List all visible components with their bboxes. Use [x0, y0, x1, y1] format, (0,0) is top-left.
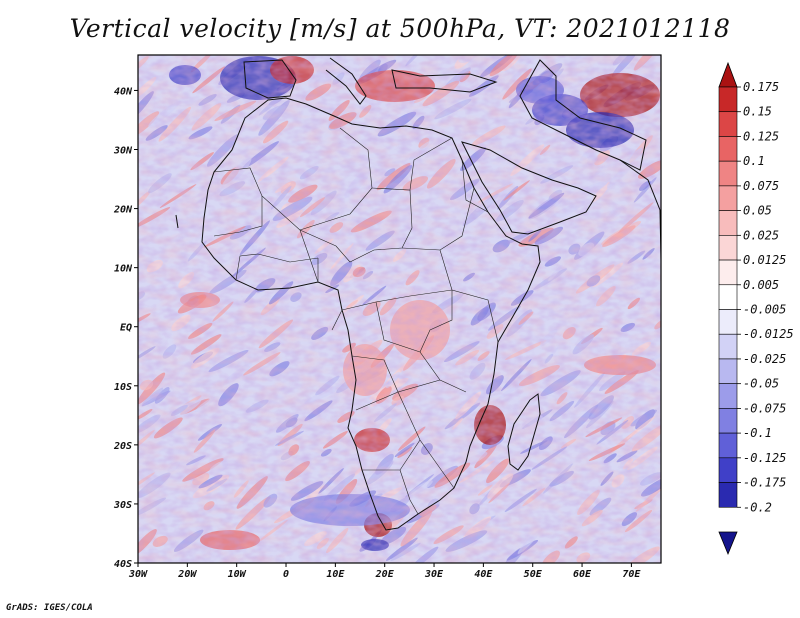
colorbar-label: 0.1: [743, 154, 765, 168]
x-tick-label: 10W: [228, 569, 247, 580]
y-axis: 40N 30N 20N 10N EQ 10S 20S 30S 40S: [113, 86, 138, 570]
y-tick-label: 20N: [113, 205, 133, 216]
colorbar-label: -0.075: [743, 401, 786, 415]
colorbar-swatch: [718, 284, 738, 310]
coastlines: [175, 57, 661, 531]
colorbar-label: -0.025: [743, 352, 786, 366]
colorbar-swatch: [718, 383, 738, 409]
y-tick-label: 40N: [114, 86, 133, 97]
x-tick-label: 20E: [375, 569, 395, 580]
y-tick-label: 40S: [114, 559, 132, 570]
colorbar-label: -0.005: [743, 303, 786, 317]
colorbar-swatch: [718, 482, 738, 508]
x-tick-label: 50E: [524, 569, 543, 580]
colorbar-label: -0.0125: [743, 327, 794, 341]
y-tick-label: 10S: [114, 382, 132, 393]
x-tick-label: 40E: [474, 569, 493, 580]
colorbar-top-arrow: [718, 61, 738, 88]
grads-credit: GrADS: IGES/COLA: [6, 603, 93, 613]
colorbar: 0.175 0.15 0.125 0.1 0.075 0.05 0.025 0.0125 0.0…: [718, 61, 794, 556]
colorbar-swatch: [718, 136, 738, 162]
x-tick-label: 0: [283, 569, 289, 580]
colorbar-label: 0.0125: [743, 253, 786, 267]
y-tick-label: 20S: [113, 441, 132, 452]
colorbar-swatch: [718, 259, 738, 286]
colorbar-label: 0.075: [743, 179, 779, 193]
colorbar-swatch: [718, 210, 738, 236]
colorbar-label: 0.025: [743, 228, 779, 242]
colorbar-swatch: [718, 160, 738, 187]
borders: [213, 127, 499, 515]
x-tick-label: 70E: [622, 569, 641, 580]
y-tick-label: 30S: [113, 500, 132, 511]
colorbar-label: -0.2: [743, 500, 772, 514]
x-tick-label: 30E: [424, 569, 444, 580]
colorbar-label: -0.05: [743, 377, 779, 391]
x-tick-label: 10E: [326, 569, 345, 580]
x-tick-label: 60E: [573, 569, 592, 580]
colorbar-label: 0.15: [743, 105, 772, 119]
y-tick-label: EQ: [120, 323, 132, 334]
chart-title: Vertical velocity [m/s] at 500hPa, VT: 2…: [69, 14, 731, 43]
colorbar-label: 0.175: [743, 80, 779, 94]
y-tick-label: 30N: [113, 146, 133, 157]
colorbar-swatch: [718, 111, 738, 137]
x-axis: 30W 20W 10W 0 10E 20E 30E 40E 50E 60E 70E: [128, 563, 641, 580]
colorbar-swatch: [718, 185, 738, 211]
x-tick-label: 30W: [128, 569, 148, 580]
colorbar-swatch: [718, 408, 738, 434]
map-frame: [137, 54, 662, 564]
colorbar-label: 0.005: [743, 278, 779, 292]
colorbar-label: -0.1: [743, 426, 772, 440]
colorbar-swatch: [718, 358, 738, 384]
colorbar-label: 0.05: [743, 204, 772, 218]
colorbar-swatch: [718, 309, 738, 335]
colorbar-label: -0.125: [743, 451, 786, 465]
colorbar-swatch: [718, 432, 738, 459]
x-tick-label: 20W: [177, 569, 197, 580]
map-field: [138, 55, 661, 563]
colorbar-bottom-arrow: [718, 531, 738, 556]
colorbar-swatch: [718, 86, 738, 113]
colorbar-swatch: [718, 333, 738, 360]
colorbar-swatch: [718, 235, 738, 261]
y-tick-label: 10N: [114, 264, 133, 275]
colorbar-label: -0.175: [743, 476, 786, 490]
colorbar-label: 0.125: [743, 129, 779, 143]
colorbar-swatch: [718, 457, 738, 483]
